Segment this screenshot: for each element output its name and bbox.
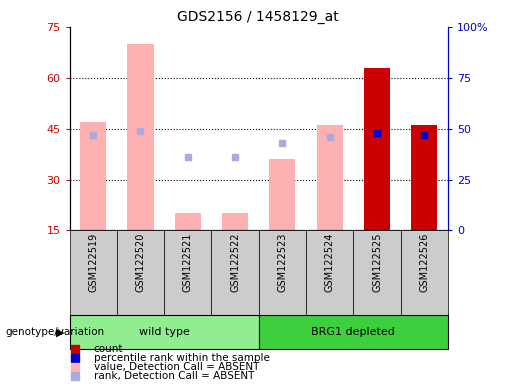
Text: percentile rank within the sample: percentile rank within the sample: [94, 353, 269, 363]
Text: GSM122520: GSM122520: [135, 233, 146, 292]
Bar: [306, 230, 353, 315]
Bar: [259, 315, 448, 349]
Text: GDS2156 / 1458129_at: GDS2156 / 1458129_at: [177, 10, 338, 23]
Bar: [269, 159, 296, 230]
Bar: [259, 230, 306, 315]
Bar: [80, 122, 106, 230]
Text: rank, Detection Call = ABSENT: rank, Detection Call = ABSENT: [94, 371, 254, 381]
Text: genotype/variation: genotype/variation: [5, 327, 104, 337]
Bar: [164, 230, 212, 315]
Text: count: count: [94, 344, 123, 354]
Text: GSM122519: GSM122519: [88, 233, 98, 292]
Text: GSM122523: GSM122523: [278, 233, 287, 292]
Text: BRG1 depleted: BRG1 depleted: [312, 327, 396, 337]
Text: wild type: wild type: [139, 327, 190, 337]
Text: GSM122524: GSM122524: [325, 233, 335, 292]
Bar: [364, 68, 390, 230]
Text: GSM122521: GSM122521: [183, 233, 193, 292]
Text: value, Detection Call = ABSENT: value, Detection Call = ABSENT: [94, 362, 259, 372]
Bar: [222, 214, 248, 230]
Text: ▶: ▶: [56, 327, 64, 337]
Bar: [353, 230, 401, 315]
Bar: [212, 230, 259, 315]
Bar: [70, 230, 117, 315]
Bar: [175, 214, 201, 230]
Text: GSM122522: GSM122522: [230, 233, 240, 293]
Bar: [411, 125, 437, 230]
Bar: [70, 315, 259, 349]
Bar: [401, 230, 448, 315]
Text: GSM122525: GSM122525: [372, 233, 382, 293]
Bar: [128, 44, 153, 230]
Bar: [317, 125, 343, 230]
Bar: [117, 230, 164, 315]
Text: GSM122526: GSM122526: [419, 233, 430, 292]
